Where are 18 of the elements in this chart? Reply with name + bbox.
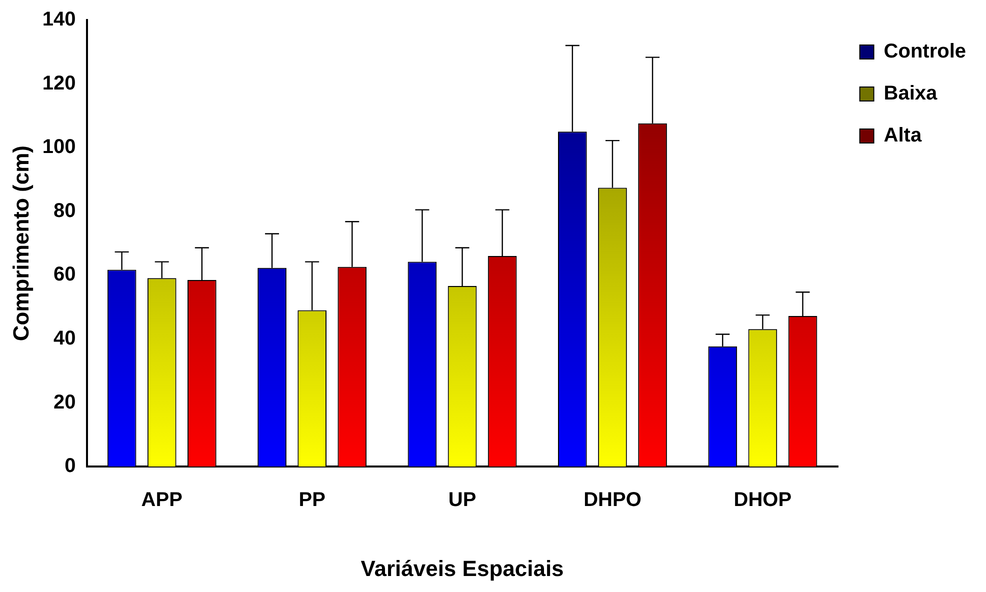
- y-tick-label: 40: [54, 328, 76, 350]
- y-tick-label: 60: [54, 264, 76, 286]
- y-tick-label: 80: [54, 200, 76, 222]
- legend-label: Baixa: [884, 82, 938, 105]
- y-axis-title: Comprimento (cm): [8, 146, 34, 342]
- x-tick-label: DHPO: [584, 489, 642, 512]
- y-tick-label: 100: [42, 136, 76, 158]
- x-tick-label: UP: [448, 489, 476, 512]
- y-tick-label: 20: [54, 391, 76, 414]
- x-tick-label: PP: [298, 489, 326, 512]
- y-tick-label: 120: [42, 72, 76, 94]
- legend-label: Controle: [884, 40, 966, 63]
- x-axis-title: Variáveis Espaciais: [360, 556, 564, 581]
- y-tick-label: 0: [64, 455, 76, 478]
- x-tick-label: DHOP: [734, 489, 792, 512]
- y-tick-label: 140: [42, 8, 76, 31]
- x-tick-label: APP: [141, 489, 182, 512]
- legend-label: Alta: [884, 124, 922, 147]
